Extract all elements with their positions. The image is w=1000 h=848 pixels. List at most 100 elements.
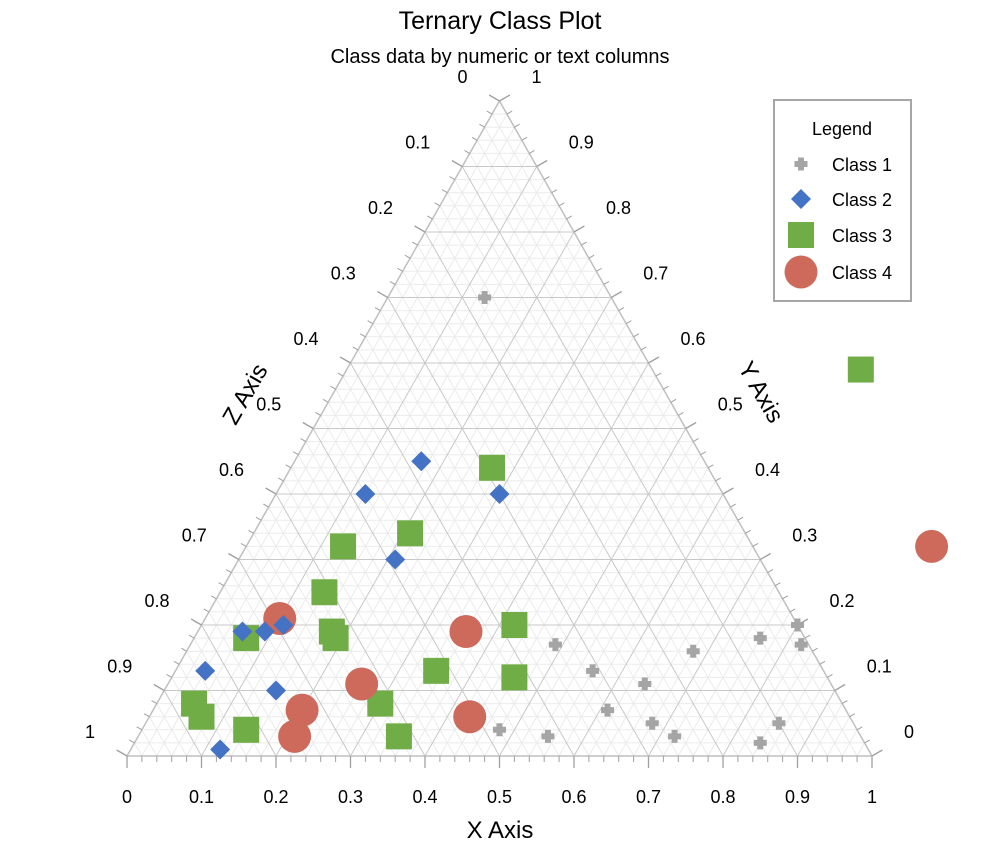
- circle-marker: [915, 529, 949, 563]
- y-tick-mark: [707, 464, 714, 469]
- y-tick-mark: [782, 595, 789, 600]
- y-tick-mark: [633, 333, 640, 338]
- minor-grid-line: [208, 611, 292, 757]
- z-tick-mark: [166, 673, 172, 678]
- minor-grid-line: [141, 729, 158, 757]
- major-grid-line: [350, 297, 612, 757]
- minor-grid-line: [409, 349, 642, 757]
- z-tick-mark: [412, 241, 418, 246]
- major-grid-line: [201, 166, 538, 757]
- major-grid-line: [461, 166, 798, 757]
- y-tick-label: 0.8: [606, 198, 631, 218]
- y-axis-tick-labels: 0 0.1 0.2 0.3 0.4 0.5 0.6 0.7 0.8 0.9 1: [532, 67, 915, 742]
- minor-grid-line: [253, 533, 381, 757]
- minor-grid-line: [737, 637, 806, 757]
- y-tick-mark: [856, 726, 863, 731]
- x-tick-label: 0.5: [487, 787, 512, 807]
- diamond-marker: [355, 484, 376, 504]
- major-grid-line: [797, 690, 836, 757]
- minor-grid-line: [230, 192, 553, 757]
- square-marker: [330, 533, 357, 560]
- y-tick-mark: [670, 398, 677, 403]
- y-tick-mark: [588, 254, 595, 259]
- z-tick-label: 0: [457, 67, 467, 87]
- z-tick-mark: [151, 700, 158, 705]
- y-tick-mark: [514, 123, 520, 128]
- plus-marker: [548, 638, 562, 652]
- z-tick-mark: [228, 552, 240, 561]
- minor-grid-line: [372, 323, 620, 757]
- major-grid-line: [238, 559, 351, 757]
- minor-grid-line: [856, 742, 865, 757]
- z-tick-mark: [248, 529, 254, 534]
- y-tick-label: 0.4: [755, 460, 780, 480]
- minor-grid-line: [484, 415, 679, 757]
- y-tick-mark: [640, 346, 647, 351]
- y-tick-mark: [737, 516, 744, 521]
- z-tick-mark: [322, 398, 329, 403]
- minor-grid-line: [826, 716, 851, 757]
- chart-title: Ternary Class Plot: [399, 7, 602, 35]
- series-class-1: [478, 291, 808, 750]
- y-tick-mark: [827, 673, 833, 678]
- square-marker: [501, 612, 528, 638]
- square-marker: [479, 454, 506, 481]
- x-tick-label: 0.8: [710, 787, 735, 807]
- z-tick-mark: [278, 477, 284, 482]
- minor-grid-line: [290, 244, 582, 757]
- y-tick-mark: [871, 749, 883, 757]
- y-tick-mark: [521, 136, 528, 141]
- minor-grid-line: [841, 729, 858, 757]
- y-tick-mark: [596, 267, 602, 272]
- minor-grid-line: [469, 402, 672, 757]
- square-marker: [847, 356, 874, 383]
- circle-marker: [345, 667, 379, 701]
- plus-marker: [541, 729, 555, 743]
- z-tick-mark: [374, 307, 381, 312]
- minor-grid-line: [707, 611, 791, 757]
- legend-marker-circle: [784, 255, 818, 289]
- y-tick-mark: [603, 280, 610, 285]
- z-tick-mark: [486, 110, 493, 115]
- minor-grid-line: [171, 140, 523, 757]
- x-tick-label: 0.4: [412, 787, 437, 807]
- plus-marker: [638, 677, 652, 691]
- z-tick-mark: [397, 267, 403, 272]
- legend: Legend Class 1 Class 2 Class 3 Class 4: [773, 99, 912, 302]
- y-tick-label: 0.3: [792, 526, 817, 546]
- square-marker: [233, 716, 260, 743]
- square-marker: [423, 657, 450, 684]
- y-tick-mark: [536, 159, 548, 168]
- z-tick-mark: [188, 634, 195, 639]
- z-tick-mark: [449, 176, 456, 181]
- z-tick-mark: [315, 411, 321, 416]
- z-tick-mark: [225, 569, 232, 574]
- z-tick-mark: [471, 136, 478, 141]
- y-tick-mark: [543, 176, 550, 181]
- minor-grid-line: [364, 336, 605, 757]
- y-tick-mark: [551, 189, 558, 194]
- legend-items: Class 1 Class 2 Class 3 Class 4: [784, 155, 892, 289]
- major-grid-line: [275, 493, 426, 757]
- y-tick-mark: [566, 215, 572, 220]
- z-tick-label: 0.3: [331, 264, 356, 284]
- z-tick-mark: [136, 726, 143, 731]
- minor-grid-line: [677, 585, 776, 757]
- z-tick-mark: [464, 149, 470, 154]
- y-tick-mark: [581, 241, 587, 246]
- major-grid-line: [387, 297, 649, 757]
- y-tick-label: 0.9: [569, 133, 594, 153]
- legend-marker-plus: [794, 157, 808, 171]
- y-tick-mark: [663, 385, 669, 390]
- z-tick-label: 0.8: [144, 591, 169, 611]
- y-tick-mark: [610, 290, 622, 299]
- z-tick-mark: [367, 320, 374, 325]
- minor-grid-line: [394, 336, 635, 757]
- diamond-marker: [489, 484, 510, 504]
- minor-grid-line: [767, 664, 821, 757]
- x-tick-label: 0.6: [561, 787, 586, 807]
- z-tick-mark: [285, 464, 292, 469]
- z-tick-label: 1: [85, 722, 95, 742]
- legend-label: Class 2: [832, 190, 892, 210]
- legend-title: Legend: [812, 119, 872, 139]
